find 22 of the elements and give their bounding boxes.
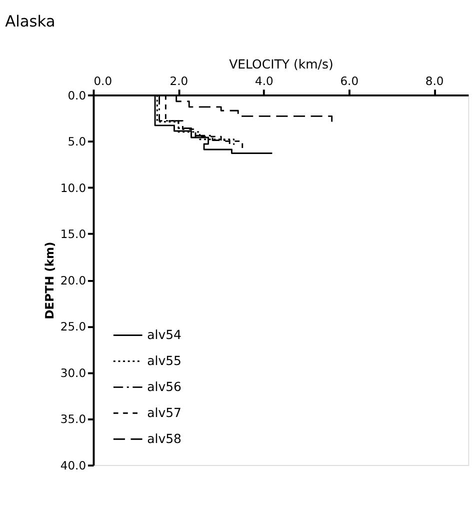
legend-label: alv54 bbox=[147, 327, 182, 342]
chart-title: Alaska bbox=[5, 12, 56, 31]
y-tick-label: 30.0 bbox=[60, 366, 86, 380]
y-tick-label: 10.0 bbox=[60, 180, 86, 195]
y-tick-label: 15.0 bbox=[60, 227, 86, 242]
x-tick-label: 0.0 bbox=[94, 74, 112, 88]
y-axis-title: DEPTH (km) bbox=[42, 242, 57, 320]
y-tick-label: 20.0 bbox=[60, 273, 86, 288]
x-tick-label: 6.0 bbox=[340, 74, 359, 88]
legend-label: alv56 bbox=[147, 379, 182, 394]
x-tick-label: 8.0 bbox=[425, 74, 444, 88]
x-tick-label: 4.0 bbox=[255, 74, 274, 88]
y-tick-label: 25.0 bbox=[60, 320, 86, 334]
y-tick-label: 35.0 bbox=[60, 412, 86, 426]
legend-label: alv57 bbox=[147, 404, 182, 420]
y-tick-label: 40.0 bbox=[60, 458, 86, 472]
x-tick-label: 2.0 bbox=[170, 74, 188, 88]
legend-label: alv58 bbox=[147, 430, 182, 446]
y-tick-label: 5.0 bbox=[68, 134, 86, 149]
y-tick-label: 0.0 bbox=[68, 88, 86, 102]
legend-label: alv55 bbox=[147, 353, 182, 368]
x-axis-title: VELOCITY (km/s) bbox=[229, 56, 334, 72]
